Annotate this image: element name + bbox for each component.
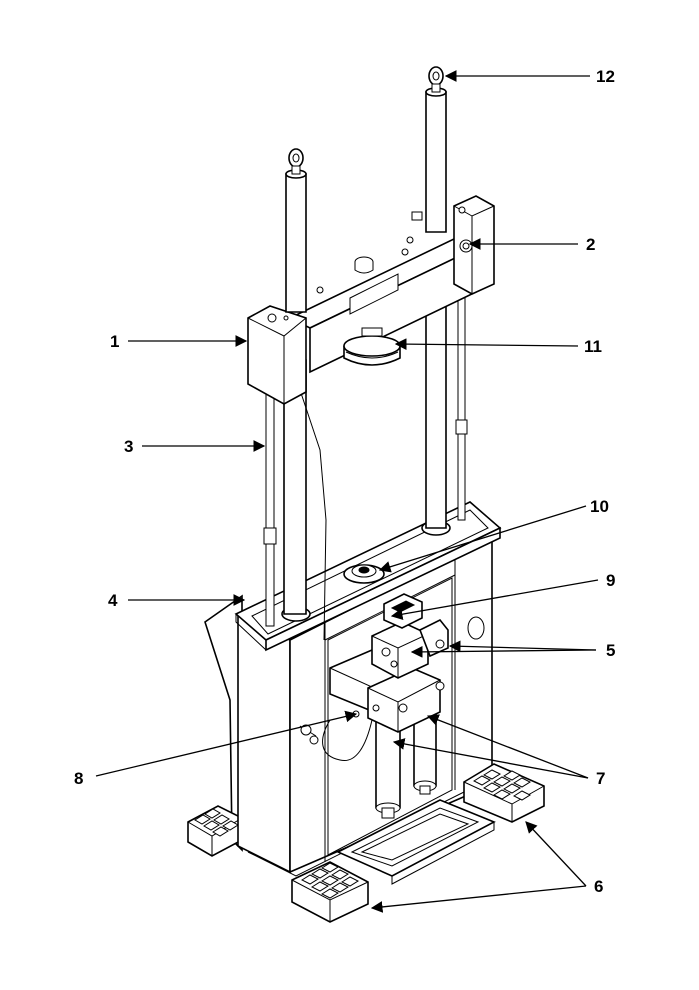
leader-5b bbox=[410, 646, 597, 658]
callout-4: 4 bbox=[108, 591, 118, 610]
drip-tray bbox=[336, 799, 496, 885]
leader-6b bbox=[370, 885, 587, 913]
hydraulic-hose bbox=[322, 719, 373, 761]
callout-5: 5 bbox=[606, 641, 615, 660]
callout-2: 2 bbox=[586, 235, 595, 254]
callout-11: 11 bbox=[584, 337, 602, 356]
callout-6: 6 bbox=[594, 877, 603, 896]
leader-lines bbox=[95, 70, 599, 913]
leader-8 bbox=[95, 710, 358, 777]
lifting-eyes bbox=[288, 66, 444, 175]
callout-labels: 1 2 3 4 5 6 7 8 9 10 11 12 bbox=[74, 67, 615, 896]
leader-5a bbox=[448, 640, 597, 653]
actuator-rod-end bbox=[343, 564, 385, 584]
leader-6a bbox=[525, 821, 587, 887]
columns bbox=[283, 285, 447, 615]
leader-9 bbox=[390, 579, 599, 620]
callout-12: 12 bbox=[596, 67, 615, 86]
leader-7a bbox=[426, 714, 589, 779]
callout-3: 3 bbox=[124, 437, 133, 456]
upper-columns bbox=[285, 87, 447, 313]
callout-1: 1 bbox=[110, 332, 119, 351]
machine-illustration bbox=[187, 66, 545, 923]
leader-7b bbox=[392, 738, 589, 779]
leader-11 bbox=[394, 338, 579, 350]
callout-7: 7 bbox=[596, 769, 605, 788]
foot-pad-right bbox=[463, 763, 545, 823]
callout-9: 9 bbox=[606, 571, 615, 590]
crosshead bbox=[247, 195, 495, 405]
lift-cylinders bbox=[263, 289, 468, 627]
leader-10 bbox=[378, 505, 587, 573]
foot-pad-front bbox=[291, 861, 369, 923]
foot-pad-left bbox=[187, 805, 243, 857]
callout-10: 10 bbox=[590, 497, 609, 516]
callout-8: 8 bbox=[74, 769, 83, 788]
servo-valve bbox=[371, 618, 449, 679]
